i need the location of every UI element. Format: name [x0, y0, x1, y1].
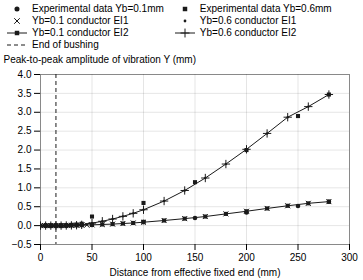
svg-text:4.0: 4.0 [18, 69, 32, 80]
svg-text:0.5: 0.5 [18, 201, 32, 212]
html-text:Yb=0.1 conductor EI2: Yb=0.1 conductor EI2 [32, 27, 129, 38]
svg-text:0.0: 0.0 [18, 220, 32, 231]
html-text:Yb=0.1 conductor EI1: Yb=0.1 conductor EI1 [32, 15, 129, 26]
svg-text:Peak-to-peak amplitude of vibr: Peak-to-peak amplitude of vibration Y (m… [4, 54, 197, 65]
svg-text:0: 0 [38, 252, 44, 263]
html-text:Experimental data Yb=0.1mm: Experimental data Yb=0.1mm [32, 3, 164, 14]
svg-text:−0.5: −0.5 [12, 239, 32, 250]
svg-text:Distance from effective fixed: Distance from effective fixed end (mm) [110, 267, 281, 278]
svg-text:250: 250 [290, 252, 307, 263]
html-text:End of bushing: End of bushing [32, 39, 99, 50]
svg-text:2.5: 2.5 [18, 125, 32, 136]
svg-text:1.0: 1.0 [18, 182, 32, 193]
svg-text:3.5: 3.5 [18, 88, 32, 99]
svg-text:150: 150 [187, 252, 204, 263]
svg-text:100: 100 [135, 252, 152, 263]
svg-text:3.0: 3.0 [18, 106, 32, 117]
svg-text:1.5: 1.5 [18, 163, 32, 174]
html-text:Yb=0.6 conductor EI1: Yb=0.6 conductor EI1 [199, 15, 297, 26]
svg-text:200: 200 [238, 252, 255, 263]
html-text:Experimental data Yb=0.6mm: Experimental data Yb=0.6mm [199, 3, 332, 14]
svg-text:50: 50 [86, 252, 98, 263]
svg-text:300: 300 [341, 252, 358, 263]
html-text:Yb=0.6 conductor EI2: Yb=0.6 conductor EI2 [199, 27, 297, 38]
svg-text:2.0: 2.0 [18, 144, 32, 155]
